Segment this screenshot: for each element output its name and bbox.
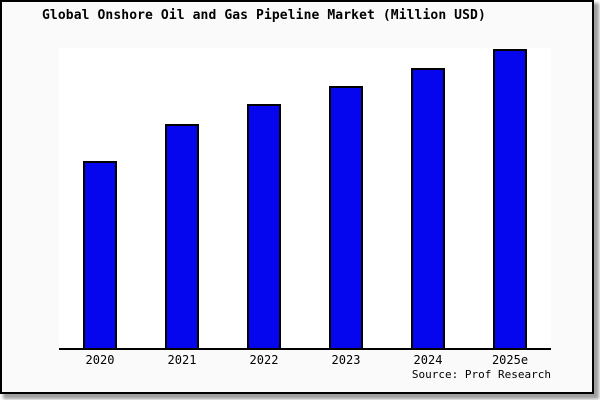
bar-2021: [165, 124, 199, 348]
x-tick-label: 2022: [249, 353, 279, 367]
x-tick-label: 2023: [331, 353, 361, 367]
x-tick-label: 2020: [85, 353, 115, 367]
bar-2023: [329, 86, 363, 348]
source-label: Source: Prof Research: [411, 368, 551, 381]
bar-2022: [247, 104, 281, 348]
bar-2024: [411, 68, 445, 348]
chart-figure: Global Onshore Oil and Gas Pipeline Mark…: [0, 0, 594, 394]
chart-title: Global Onshore Oil and Gas Pipeline Mark…: [42, 8, 486, 23]
bar-2020: [83, 161, 117, 348]
bar-2025e: [493, 49, 527, 348]
x-tick-label: 2021: [167, 353, 197, 367]
x-tick-label: 2024: [413, 353, 443, 367]
plot-area: [59, 48, 551, 350]
x-tick-label: 2025e: [491, 353, 529, 367]
